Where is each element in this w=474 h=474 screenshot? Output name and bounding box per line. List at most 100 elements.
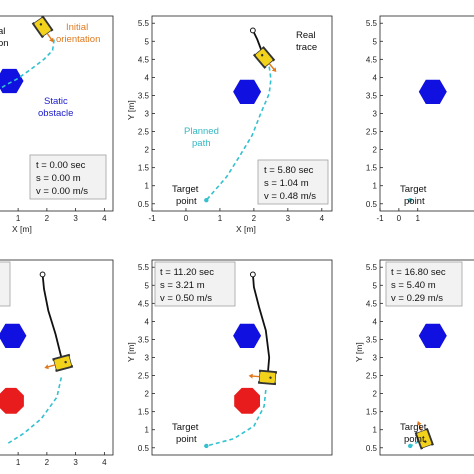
orientation-arrow-head bbox=[416, 420, 422, 426]
x-tick-label: 3 bbox=[286, 214, 291, 223]
info-box-partial bbox=[0, 261, 11, 307]
dynamic-obstacle-octagon bbox=[234, 387, 260, 414]
robot-sensor bbox=[260, 54, 264, 57]
y-tick-label: 3 bbox=[373, 110, 378, 119]
y-tick-label: 1 bbox=[373, 426, 378, 435]
robot-icon bbox=[414, 420, 434, 450]
x-tick-label: 4 bbox=[102, 214, 107, 223]
static-obstacle-hexagon bbox=[0, 68, 24, 94]
orientation-arrow-head bbox=[248, 373, 253, 379]
x-tick-label: -1 bbox=[376, 214, 384, 223]
target-point-label-line2: point bbox=[176, 434, 197, 445]
y-tick-label: 0.5 bbox=[138, 200, 150, 209]
y-tick-label: 3.5 bbox=[366, 91, 378, 100]
y-tick-label: 5 bbox=[373, 281, 378, 290]
y-tick-label: 3 bbox=[373, 354, 378, 363]
panel-top-middle: -1 0 1 2 3 4 0.5 1 1.5 2 2.5 3 3.5 4 4.5 5 5.5 X [m] Y … bbox=[126, 15, 333, 234]
initial-orientation-label-line2: orientation bbox=[56, 34, 100, 45]
panel-bottom-middle: 0.5 1 1.5 2 2.5 3 3.5 4 4.5 5 5.5 Y [m] Target poi… bbox=[126, 259, 333, 456]
target-marker-icon bbox=[407, 443, 413, 449]
orientation-arrow-shaft bbox=[47, 364, 56, 368]
target-marker-icon bbox=[407, 197, 413, 203]
orientation-arrow-shaft bbox=[46, 32, 53, 41]
static-obstacle-hexagon bbox=[233, 323, 262, 348]
orientation-arrow-head bbox=[49, 37, 54, 43]
y-tick-label: 1.5 bbox=[366, 164, 378, 173]
y-tick-label: 3 bbox=[145, 354, 150, 363]
target-point-label-line1: Target bbox=[400, 184, 427, 195]
info-distance: s = 0.00 m bbox=[36, 173, 81, 184]
y-tick-label: 4.5 bbox=[138, 55, 150, 64]
target-marker-icon bbox=[204, 443, 209, 449]
start-marker-icon bbox=[39, 271, 46, 278]
orientation-arrow-head bbox=[44, 364, 49, 370]
x-tick-label: 1 bbox=[416, 214, 421, 223]
planned-path-line bbox=[205, 66, 272, 201]
x-tick-label: 1 bbox=[218, 214, 223, 223]
y-tick-label: 3.5 bbox=[138, 335, 150, 344]
x-tick-label: 1 bbox=[16, 214, 21, 223]
orientation-arrow-shaft bbox=[418, 423, 423, 432]
info-velocity: v = 0.29 m/s bbox=[391, 293, 443, 304]
planned-path-line bbox=[206, 389, 267, 447]
robot-sensor bbox=[424, 440, 427, 443]
initial-orientation-label-line1: Initial bbox=[66, 22, 88, 33]
y-tick-label: 1.5 bbox=[138, 408, 150, 417]
info-distance: s = 1.04 m bbox=[264, 178, 309, 189]
y-tick-label: 2 bbox=[145, 390, 150, 399]
info-box: t = 16.80 sec s = 5.40 m v = 0.29 m/s bbox=[385, 261, 463, 307]
y-tick-label: 0.5 bbox=[138, 444, 150, 453]
x-tick-label: 2 bbox=[252, 214, 257, 223]
x-tick-label: 0 bbox=[397, 214, 402, 223]
info-box: t = 5.80 sec s = 1.04 m v = 0.48 m/s bbox=[257, 159, 329, 205]
target-point-label-line1: Target bbox=[400, 422, 427, 433]
orientation-arrow-shaft bbox=[268, 63, 275, 71]
robot-icon bbox=[44, 353, 74, 372]
x-tick-label: 2 bbox=[45, 214, 50, 223]
target-point-label-line1: Target bbox=[172, 184, 199, 195]
robot-sensor bbox=[269, 376, 272, 379]
y-tick-label: 5 bbox=[145, 37, 150, 46]
y-tick-label: 5.5 bbox=[366, 19, 378, 28]
start-annotation-line2: on bbox=[0, 38, 9, 49]
start-marker-icon bbox=[249, 271, 256, 278]
y-tick-label: 4.5 bbox=[138, 299, 150, 308]
info-distance: s = 3.21 m bbox=[160, 280, 205, 291]
y-tick-label: 4 bbox=[145, 73, 150, 82]
static-obstacle-hexagon bbox=[0, 323, 27, 348]
y-tick-label: 2 bbox=[373, 390, 378, 399]
info-time: t = 5.80 sec bbox=[264, 165, 314, 176]
real-trace-label-line1: Real bbox=[296, 30, 316, 41]
axes-frame bbox=[379, 15, 474, 212]
x-tick-label: 3 bbox=[73, 214, 78, 223]
y-tick-label: 5 bbox=[145, 281, 150, 290]
target-point-label-line2: point bbox=[176, 196, 197, 207]
info-time: t = 16.80 sec bbox=[391, 267, 446, 278]
info-velocity: v = 0.00 m/s bbox=[36, 186, 88, 197]
y-tick-label: 2 bbox=[373, 146, 378, 155]
orientation-arrow-shaft bbox=[251, 375, 260, 378]
y-tick-label: 4.5 bbox=[366, 299, 378, 308]
robot-icon bbox=[31, 15, 54, 43]
info-time: t = 11.20 sec bbox=[160, 267, 214, 278]
x-tick-label: 4 bbox=[320, 214, 325, 223]
y-axis-label: Y [m] bbox=[126, 100, 136, 120]
robot-icon bbox=[252, 46, 277, 73]
static-obstacle-label-line1: Static bbox=[44, 96, 68, 107]
y-tick-label: 0.5 bbox=[366, 444, 378, 453]
dynamic-obstacle-octagon bbox=[0, 387, 24, 414]
x-tick-label: 0 bbox=[184, 214, 189, 223]
target-point-label-line1: Target bbox=[172, 422, 199, 433]
start-annotation-line1: al bbox=[0, 26, 5, 37]
static-obstacle-hexagon bbox=[233, 79, 262, 104]
y-tick-label: 3.5 bbox=[138, 91, 150, 100]
real-trace-line bbox=[41, 274, 64, 364]
panel-bottom-left: 1 2 3 4 bbox=[0, 259, 114, 467]
start-marker-icon bbox=[249, 27, 256, 34]
robot-sensor bbox=[64, 360, 67, 364]
robot-sensor bbox=[39, 23, 43, 26]
y-tick-label: 4 bbox=[373, 317, 378, 326]
info-velocity: v = 0.50 m/s bbox=[160, 293, 212, 304]
y-tick-label: 1.5 bbox=[366, 408, 378, 417]
